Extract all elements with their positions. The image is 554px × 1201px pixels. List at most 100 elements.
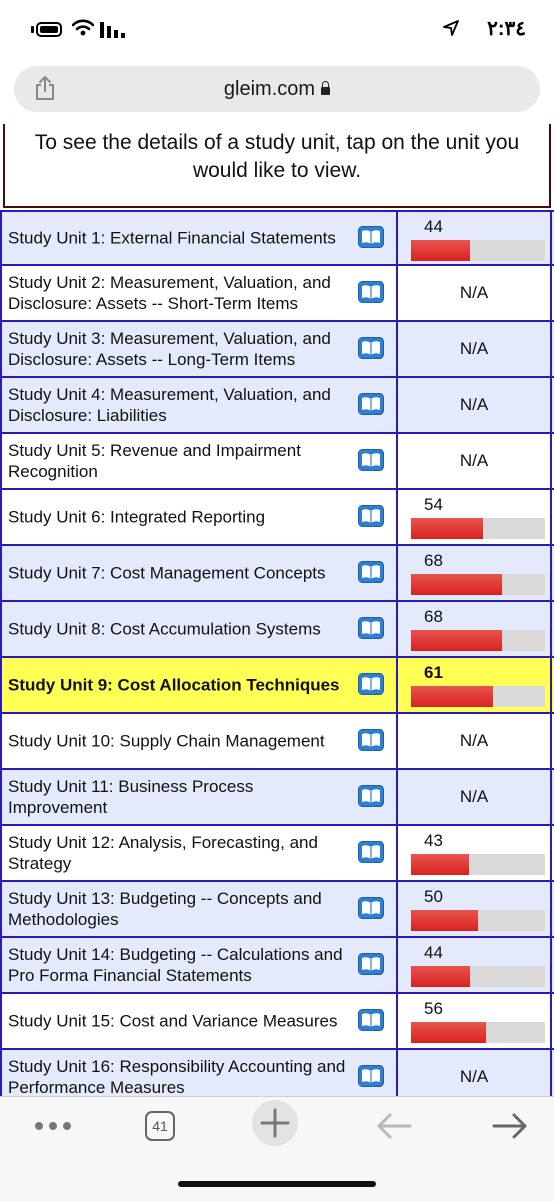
book-icon[interactable] (358, 561, 384, 588)
unit-score-cell: N/A (398, 378, 552, 432)
unit-score-cell: 50 (398, 882, 552, 936)
study-unit-row[interactable]: Study Unit 3: Measurement, Valuation, an… (0, 322, 554, 378)
new-tab-button[interactable] (252, 1100, 298, 1146)
unit-name-cell[interactable]: Study Unit 16: Responsibility Accounting… (0, 1050, 398, 1096)
study-unit-row[interactable]: Study Unit 8: Cost Accumulation Systems 6… (0, 602, 554, 658)
book-icon[interactable] (358, 505, 384, 532)
unit-name[interactable]: Study Unit 12: Analysis, Forecasting, an… (8, 833, 318, 873)
study-unit-row[interactable]: Study Unit 4: Measurement, Valuation, an… (0, 378, 554, 434)
book-icon[interactable] (358, 841, 384, 868)
unit-name[interactable]: Study Unit 1: External Financial Stateme… (8, 228, 336, 248)
book-icon[interactable] (358, 729, 384, 756)
study-unit-row[interactable]: Study Unit 7: Cost Management Concepts 68 (0, 546, 554, 602)
unit-name-cell[interactable]: Study Unit 13: Budgeting -- Concepts and… (0, 882, 398, 936)
unit-name-cell[interactable]: Study Unit 15: Cost and Variance Measure… (0, 994, 398, 1048)
study-unit-row[interactable]: Study Unit 5: Revenue and Impairment Rec… (0, 434, 554, 490)
unit-name-cell[interactable]: Study Unit 10: Supply Chain Management (0, 714, 398, 768)
study-unit-row[interactable]: Study Unit 12: Analysis, Forecasting, an… (0, 826, 554, 882)
unit-name-cell[interactable]: Study Unit 8: Cost Accumulation Systems (0, 602, 398, 656)
unit-name[interactable]: Study Unit 11: Business Process Improvem… (8, 777, 254, 817)
unit-name[interactable]: Study Unit 13: Budgeting -- Concepts and… (8, 889, 322, 929)
score-value: 50 (424, 887, 443, 906)
score-value: 56 (424, 999, 443, 1018)
unit-score-cell: 68 (398, 602, 552, 656)
unit-name-cell[interactable]: Study Unit 11: Business Process Improvem… (0, 770, 398, 824)
score-value: 68 (424, 607, 443, 626)
book-icon[interactable] (358, 1065, 384, 1092)
score-bar-fill (411, 854, 469, 875)
score-bar (411, 910, 545, 931)
study-unit-row[interactable]: Study Unit 15: Cost and Variance Measure… (0, 994, 554, 1050)
unit-score-cell: N/A (398, 770, 552, 824)
book-icon[interactable] (358, 673, 384, 700)
study-unit-row[interactable]: Study Unit 16: Responsibility Accounting… (0, 1050, 554, 1096)
study-unit-row[interactable]: Study Unit 13: Budgeting -- Concepts and… (0, 882, 554, 938)
book-icon[interactable] (358, 337, 384, 364)
study-unit-row[interactable]: Study Unit 9: Cost Allocation Techniques… (0, 658, 554, 714)
book-icon[interactable] (358, 953, 384, 980)
score-value: 44 (424, 217, 443, 236)
unit-name[interactable]: Study Unit 5: Revenue and Impairment Rec… (8, 441, 301, 481)
book-icon[interactable] (358, 226, 384, 253)
book-icon[interactable] (358, 1009, 384, 1036)
unit-name-cell[interactable]: Study Unit 2: Measurement, Valuation, an… (0, 266, 398, 320)
study-unit-row[interactable]: Study Unit 11: Business Process Improvem… (0, 770, 554, 826)
back-arrow-icon[interactable] (376, 1111, 412, 1141)
unit-name[interactable]: Study Unit 16: Responsibility Accounting… (8, 1057, 346, 1096)
score-bar-fill (411, 518, 484, 539)
home-indicator (178, 1181, 376, 1187)
unit-name[interactable]: Study Unit 10: Supply Chain Management (8, 731, 325, 751)
unit-score-cell: 61 (398, 658, 552, 712)
study-unit-row[interactable]: Study Unit 14: Budgeting -- Calculations… (0, 938, 554, 994)
unit-name[interactable]: Study Unit 2: Measurement, Valuation, an… (8, 273, 331, 313)
unit-score-cell: N/A (398, 1050, 552, 1096)
book-icon[interactable] (358, 281, 384, 308)
score-value: 68 (424, 551, 443, 570)
unit-name-cell[interactable]: Study Unit 6: Integrated Reporting (0, 490, 398, 544)
url-display[interactable]: gleim.com (14, 78, 540, 101)
book-icon[interactable] (358, 785, 384, 812)
tabs-button[interactable]: 41 (145, 1111, 175, 1141)
tab-count: 41 (152, 1118, 168, 1134)
unit-name-cell[interactable]: Study Unit 9: Cost Allocation Techniques (0, 658, 398, 712)
score-bar (411, 630, 545, 651)
unit-name[interactable]: Study Unit 3: Measurement, Valuation, an… (8, 329, 331, 369)
unit-name[interactable]: Study Unit 15: Cost and Variance Measure… (8, 1011, 338, 1031)
study-unit-row[interactable]: Study Unit 6: Integrated Reporting 54 (0, 490, 554, 546)
unit-name-cell[interactable]: Study Unit 1: External Financial Stateme… (0, 212, 398, 264)
unit-name[interactable]: Study Unit 9: Cost Allocation Techniques (8, 675, 340, 695)
book-icon[interactable] (358, 897, 384, 924)
unit-name-cell[interactable]: Study Unit 14: Budgeting -- Calculations… (0, 938, 398, 992)
book-icon[interactable] (358, 393, 384, 420)
study-unit-row[interactable]: Study Unit 1: External Financial Stateme… (0, 210, 554, 266)
unit-name[interactable]: Study Unit 4: Measurement, Valuation, an… (8, 385, 331, 425)
score-bar-fill (411, 966, 470, 987)
study-unit-row[interactable]: Study Unit 10: Supply Chain Management N/… (0, 714, 554, 770)
forward-arrow-icon[interactable] (492, 1111, 528, 1141)
unit-score-cell: 44 (398, 938, 552, 992)
score-bar (411, 240, 545, 261)
location-arrow-icon (443, 20, 459, 36)
share-icon[interactable] (34, 75, 56, 101)
more-icon[interactable] (34, 1121, 72, 1131)
score-value: 44 (424, 943, 443, 962)
unit-name[interactable]: Study Unit 8: Cost Accumulation Systems (8, 619, 321, 639)
unit-name[interactable]: Study Unit 7: Cost Management Concepts (8, 563, 326, 583)
book-icon[interactable] (358, 449, 384, 476)
address-bar[interactable]: gleim.com (14, 66, 540, 112)
unit-name[interactable]: Study Unit 14: Budgeting -- Calculations… (8, 945, 343, 985)
unit-name-cell[interactable]: Study Unit 3: Measurement, Valuation, an… (0, 322, 398, 376)
unit-name-cell[interactable]: Study Unit 12: Analysis, Forecasting, an… (0, 826, 398, 880)
score-value: 43 (424, 831, 443, 850)
unit-name-cell[interactable]: Study Unit 7: Cost Management Concepts (0, 546, 398, 600)
unit-name[interactable]: Study Unit 6: Integrated Reporting (8, 507, 266, 527)
score-bar (411, 574, 545, 595)
unit-score-cell: 68 (398, 546, 552, 600)
signal-icon (100, 22, 125, 38)
unit-name-cell[interactable]: Study Unit 4: Measurement, Valuation, an… (0, 378, 398, 432)
unit-score-cell: 44 (398, 212, 552, 264)
study-unit-row[interactable]: Study Unit 2: Measurement, Valuation, an… (0, 266, 554, 322)
score-bar-fill (411, 910, 478, 931)
unit-name-cell[interactable]: Study Unit 5: Revenue and Impairment Rec… (0, 434, 398, 488)
book-icon[interactable] (358, 617, 384, 644)
